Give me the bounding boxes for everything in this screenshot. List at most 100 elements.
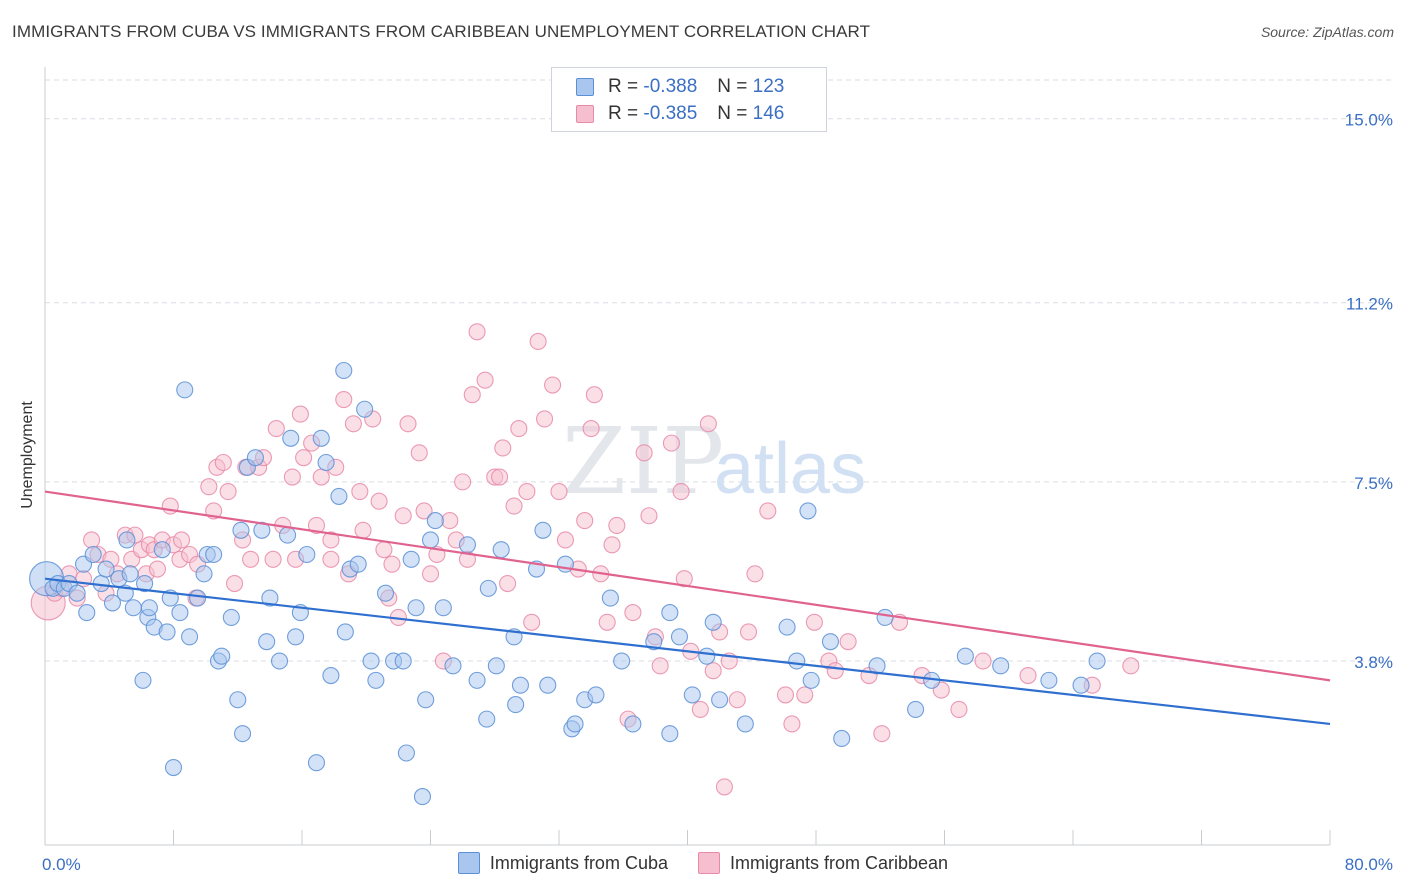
caribbean-point [805,613,823,631]
cuba-point [307,754,326,772]
caribbean-point [550,483,568,501]
cuba-point [298,545,316,564]
caribbean-point [675,570,693,588]
caribbean-point [529,332,547,351]
cuba-point [1072,676,1090,694]
cuba-point [287,628,305,646]
caribbean-point [535,410,554,428]
cuba-point [118,531,136,549]
n-label: N = [717,103,748,124]
cuba-point [587,686,605,704]
cuba-point [421,531,440,549]
cuba-point [1040,671,1058,689]
caribbean-point [225,574,244,593]
caribbean-point [839,633,857,651]
caribbean-point [399,415,417,433]
legend-item-caribbean[interactable]: Immigrants from Caribbean [697,852,949,874]
caribbean-point [1122,657,1140,675]
caribbean-point [1019,666,1037,685]
cuba-n-value: 123 [752,76,785,97]
caribbean-point [219,483,237,501]
caribbean-point [728,691,746,709]
cuba-r-value: -0.388 [643,76,698,97]
cuba-point [698,647,716,665]
cuba-point [171,604,189,622]
x-tick-label: 0.0% [42,855,81,874]
caribbean-point [267,420,285,438]
cuba-point [778,618,796,636]
caribbean-point [476,371,494,389]
cuba-point [534,521,552,539]
cuba-point [478,710,496,728]
caribbean-point [148,560,166,578]
cuba-point [402,550,420,568]
legend-item-cuba[interactable]: Immigrants from Cuba [457,852,668,874]
cuba-point [164,758,183,777]
watermark: ZIP atlas [562,408,866,515]
cuba-points [29,361,1106,806]
caribbean-point [172,531,191,549]
cuba-point [258,633,276,651]
caribbean-point [826,662,844,680]
cuba-point [661,725,679,743]
watermark-atlas: atlas [714,429,866,509]
cuba-point [992,657,1010,675]
caribbean-point [704,662,722,680]
caribbean-point [776,686,795,704]
caribbean-point [544,376,562,394]
caribbean-point [370,492,388,510]
cuba-point [736,715,754,733]
cuba-point [802,671,820,689]
caribbean-point [974,652,992,670]
caribbean-r-value: -0.385 [643,103,698,124]
cuba-point [84,545,102,564]
cuba-point [444,657,462,675]
caribbean-swatch [576,105,594,123]
cuba-point [413,788,432,806]
caribbean-point [322,531,340,549]
cuba-point [907,700,925,718]
caribbean-point [585,386,603,404]
caribbean-point [576,512,594,530]
caribbean-point [415,502,433,520]
source-label: Source: ZipAtlas.com [1260,24,1394,40]
x-tick-label: 80.0% [1345,855,1393,874]
cuba-point [645,633,663,651]
caribbean-point [662,434,680,452]
cuba-point [68,584,86,602]
caribbean-point [873,725,891,743]
axes [44,67,1331,846]
caribbean-point [491,468,509,486]
caribbean-points [30,323,1140,796]
caribbean-point [394,507,412,525]
caribbean-n-value: 146 [752,103,785,124]
caribbean-point [214,453,232,472]
cuba-point [356,400,374,418]
caribbean-legend-label: Immigrants from Caribbean [729,852,949,873]
caribbean-point [468,323,486,341]
cuba-point [704,613,722,631]
cuba-point [1088,652,1106,670]
cuba-point [134,671,152,689]
grid-lines [45,79,1392,662]
cuba-point [176,381,194,399]
cuba-point [613,652,631,670]
caribbean-point [691,700,709,718]
caribbean-point [242,550,260,568]
caribbean-point [410,444,428,462]
caribbean-trend-line [44,490,1331,682]
cuba-point [158,623,176,641]
cuba-point [661,604,679,622]
cuba-point [229,691,247,709]
cuba-point [322,666,340,685]
caribbean-point [715,778,733,796]
cuba-point [624,715,642,733]
cuba-point [189,589,207,607]
cuba-point [362,652,380,670]
series-legend: Immigrants from Cuba Immigrants from Car… [0,852,1406,874]
cuba-point [799,502,817,520]
cuba-trend-line [44,577,1331,726]
caribbean-point [463,386,481,404]
n-label: N = [717,76,748,97]
cuba-point [458,536,476,554]
